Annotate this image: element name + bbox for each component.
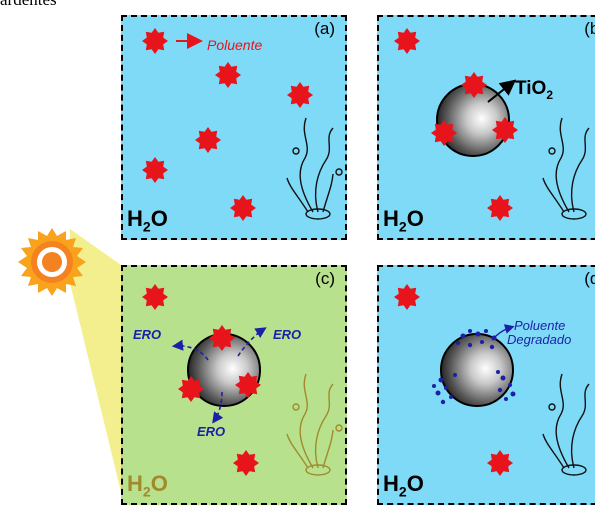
water-label-c: H2O: [127, 470, 168, 499]
light-beam: [70, 229, 121, 492]
water-label-a: H2O: [127, 205, 168, 234]
pollutant-stars-a: [142, 28, 313, 221]
seaweed-icon-d: [542, 373, 590, 476]
catalyst-label: TiO2: [515, 78, 554, 102]
sun-icon: [18, 228, 86, 296]
degraded-arrow: [491, 324, 515, 341]
panel-label-a: (a): [314, 19, 335, 38]
ero-label-bottom: ERO: [197, 424, 226, 439]
seaweed-icon-c: [286, 373, 343, 476]
water-label-b: H2O: [383, 205, 424, 234]
ero-arrows: [171, 327, 267, 424]
panel-label-b: (b): [584, 19, 595, 38]
water-label-d: H2O: [383, 470, 424, 499]
seaweed-icon-b: [542, 117, 590, 220]
ero-label-left: ERO: [133, 327, 162, 342]
panel-a: (a) Poluente H2O: [121, 15, 347, 240]
diagram-graphics: [18, 28, 590, 476]
catalyst-arrow: [487, 79, 517, 103]
caption-fragment: ardentes: [0, 0, 57, 10]
panel-label-d: (d): [584, 269, 595, 288]
degraded-label-line1: Poluente: [514, 318, 566, 333]
ero-label-right: ERO: [273, 327, 302, 342]
panel-label-c: (c): [315, 269, 335, 288]
seaweed-icon: [286, 117, 343, 220]
pollutant-label: Poluente: [207, 37, 263, 53]
degraded-label-line2: Degradado: [507, 332, 572, 347]
